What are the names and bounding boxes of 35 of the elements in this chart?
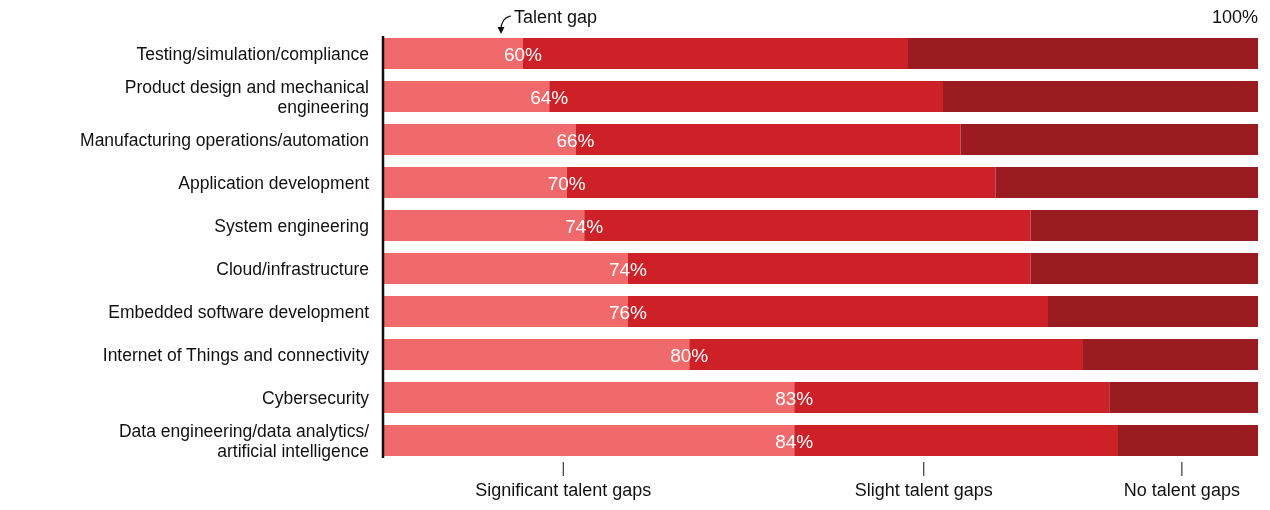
series-label: Slight talent gaps: [854, 480, 993, 500]
bar: [908, 38, 1258, 69]
bar: [995, 167, 1258, 198]
bar: [1109, 382, 1258, 413]
series-label: Significant talent gaps: [475, 480, 652, 500]
bar: [1118, 425, 1258, 456]
annotation: 66%: [556, 129, 595, 151]
annotation: 76%: [608, 301, 648, 323]
y-tick-label: Product design and mechanical engineering: [124, 76, 369, 117]
y-tick-label: Internet of Things and connectivity: [102, 344, 370, 365]
y-tick-label: Embedded software development: [108, 301, 370, 322]
annotation: 64%: [530, 86, 569, 108]
y-tick-label: Cybersecurity: [262, 387, 370, 408]
y-tick-label: Manufacturing operations/automation: [80, 129, 369, 150]
annotation: 74%: [565, 215, 604, 237]
annotation: 60%: [503, 43, 543, 65]
series-label: No talent gaps: [1123, 480, 1240, 500]
bar: [1030, 253, 1258, 284]
annotation: 80%: [670, 344, 709, 366]
y-tick-label: Testing/simulation/compliance: [136, 43, 369, 64]
y-tick-label: System engineering: [214, 215, 369, 236]
annotation: 83%: [775, 387, 814, 409]
bar: [960, 124, 1258, 155]
text: Talent gap: [514, 7, 598, 27]
y-tick-label: Data engineering/data analytics/ artificial intelligence: [118, 420, 370, 461]
bar: [943, 81, 1258, 112]
annotation: 74%: [608, 258, 648, 280]
annotation: 84%: [775, 430, 814, 452]
text: 100%: [1211, 7, 1258, 27]
y-tick-label: Cloud/infrastructure: [216, 258, 369, 279]
bar: [1030, 210, 1258, 241]
y-tick-label: Application development: [178, 172, 370, 193]
annotation: 70%: [547, 172, 586, 194]
bar: [1048, 296, 1258, 327]
bar: [1083, 339, 1258, 370]
